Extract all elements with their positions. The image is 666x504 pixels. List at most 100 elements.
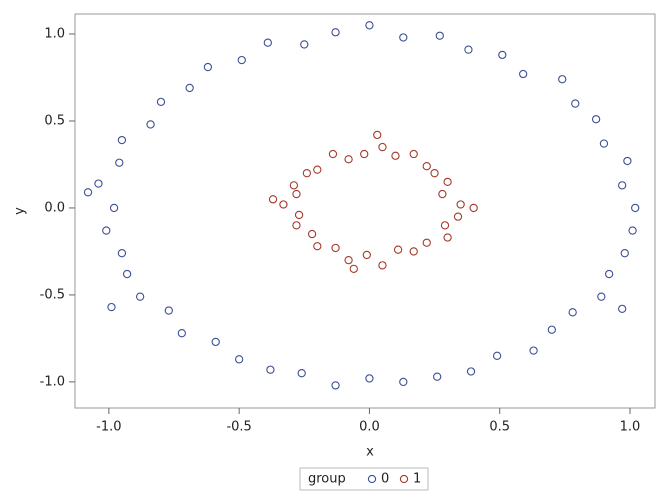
point [107,302,116,312]
point [117,249,127,258]
point [547,325,556,334]
point [331,381,340,390]
legend-title: group [308,472,346,487]
point [94,179,103,188]
point [360,149,369,159]
point [440,221,450,230]
point [237,55,246,65]
point [435,31,444,40]
point [571,99,580,108]
point [235,355,244,364]
point [464,45,473,54]
point [631,203,640,213]
point [519,69,528,79]
point [492,351,502,360]
point [279,200,288,209]
point [185,83,194,93]
point [365,21,374,30]
point [422,162,431,171]
point [399,377,408,387]
point [498,50,507,60]
point [146,120,155,129]
x-axis-label: x [366,445,374,460]
point [115,158,124,167]
plot-frame [74,13,656,409]
x-tick-label: 0.5 [489,420,510,435]
point [628,226,637,235]
point [422,238,431,247]
point [558,75,567,84]
y-tick-label: 1.0 [44,27,65,42]
point [344,255,353,265]
point [433,372,442,381]
point [349,264,358,273]
point [365,374,374,383]
point [391,151,400,160]
point [307,229,317,239]
point [203,62,213,72]
point [117,135,127,145]
point [568,308,577,317]
point [378,261,387,270]
point [373,130,382,140]
point [378,142,387,152]
x-tick-label: 0.0 [359,420,380,435]
point [529,346,538,355]
point [344,155,353,164]
x-tick-label: -1.0 [96,420,121,435]
point [313,242,322,251]
point [268,195,278,204]
point [618,304,627,313]
legend-label: 0 [381,472,389,487]
point [331,28,340,37]
point [83,188,93,197]
point [302,169,312,178]
point [620,249,629,258]
point [430,169,439,178]
point [409,247,418,256]
point [263,38,272,47]
legend-label: 1 [413,472,421,487]
point [456,200,465,209]
point [294,210,304,220]
point [362,250,371,260]
point [466,367,476,376]
point [109,203,119,213]
point [102,226,111,235]
y-tick-label: 0.0 [44,200,65,215]
point [289,181,299,190]
point [135,292,145,301]
point [331,243,340,253]
point [313,165,322,174]
point [599,139,609,148]
point [292,221,301,230]
point [297,369,306,378]
point [177,329,186,338]
point [604,269,614,279]
point [122,269,132,279]
y-tick-label: -1.0 [40,374,65,389]
point [399,33,408,42]
point [623,156,632,166]
point [591,115,601,124]
point [266,365,275,374]
point [300,40,309,49]
point [597,292,606,301]
point [211,337,220,347]
legend-marker [367,474,377,484]
y-tick-label: 0.5 [44,113,65,128]
point [164,306,173,315]
point [453,212,463,221]
point [156,97,166,106]
legend-frame [299,467,429,491]
legend-marker [399,474,409,484]
point [393,245,403,254]
point [328,149,338,159]
point [409,149,418,159]
x-tick-label: 1.0 [620,420,641,435]
point [292,189,301,199]
point [469,203,478,213]
point [443,177,452,187]
y-tick-label: -0.5 [40,287,65,302]
